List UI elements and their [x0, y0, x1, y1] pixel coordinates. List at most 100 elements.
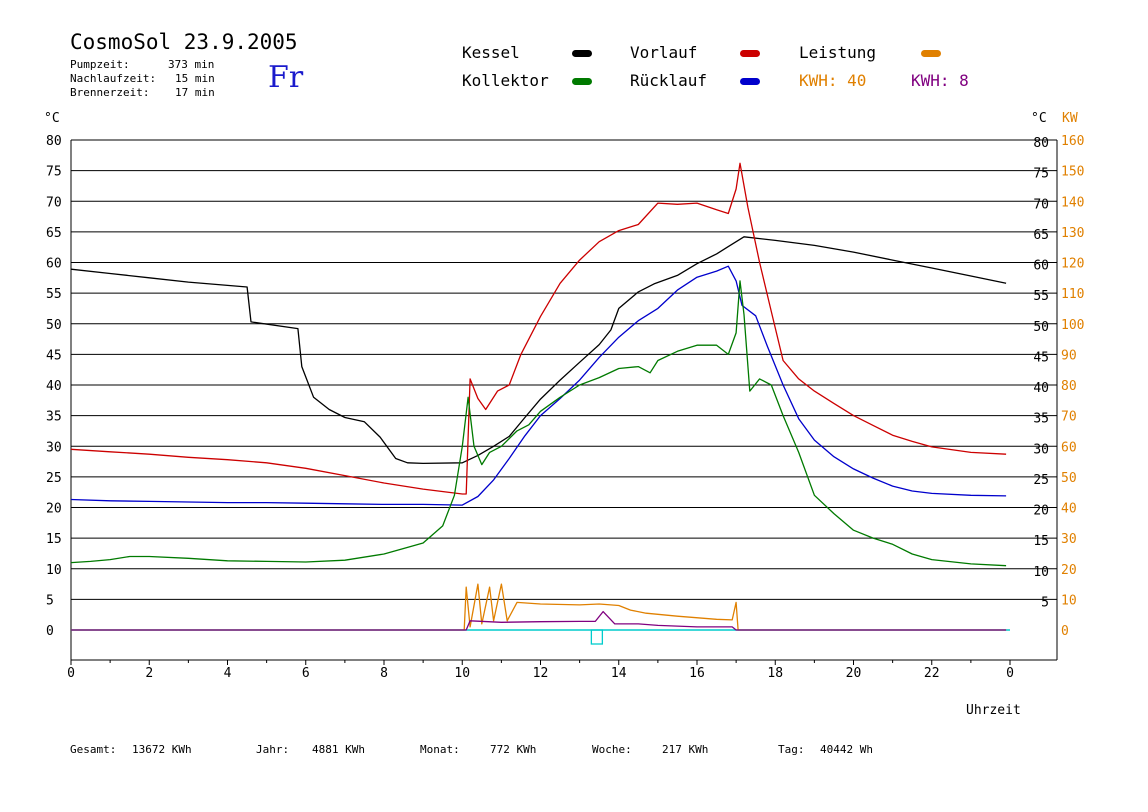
x-tick: 20 — [846, 666, 862, 681]
x-tick: 6 — [302, 666, 310, 681]
legend-ruecklauf: Rücklauf — [630, 71, 708, 90]
series-line — [70, 236, 1007, 465]
right-axis-unit-temp: °C — [1031, 111, 1047, 126]
x-tick: 12 — [533, 666, 549, 681]
y-tick-left: 40 — [46, 379, 62, 394]
x-tick: 10 — [454, 666, 470, 681]
x-tick: 2 — [145, 666, 153, 681]
y-tick-right-power: 10 — [1061, 593, 1077, 608]
series-line — [70, 265, 1007, 506]
x-tick: 0 — [1006, 666, 1014, 681]
x-axis-label: Uhrzeit — [966, 703, 1021, 718]
x-tick: 16 — [689, 666, 705, 681]
y-tick-right-temp: 30 — [1033, 442, 1049, 457]
y-tick-right-temp: 25 — [1033, 473, 1049, 488]
y-tick-right-temp: 35 — [1033, 412, 1049, 427]
axis-ticks: 0510152025303540455055606570758051015202… — [46, 134, 1084, 681]
y-tick-right-power: 0 — [1061, 624, 1069, 639]
y-tick-right-power: 70 — [1061, 410, 1077, 425]
y-tick-right-power: 120 — [1061, 257, 1084, 272]
x-tick: 0 — [67, 666, 75, 681]
y-tick-left: 50 — [46, 318, 62, 333]
y-tick-right-power: 40 — [1061, 502, 1077, 517]
y-tick-right-power: 30 — [1061, 532, 1077, 547]
legend-kwh-orange: KWH: 40 — [799, 71, 867, 90]
y-tick-right-temp: 45 — [1033, 350, 1049, 365]
burner-time-label: Brennerzeit: — [70, 86, 150, 99]
x-tick: 22 — [924, 666, 940, 681]
burner-time-value: 17 min — [175, 86, 215, 99]
y-tick-left: 25 — [46, 471, 62, 486]
series-line — [70, 162, 1007, 495]
footer-year-value: 4881 KWh — [312, 743, 365, 756]
x-tick: 14 — [611, 666, 627, 681]
y-tick-right-power: 160 — [1061, 134, 1084, 149]
y-tick-left: 30 — [46, 440, 62, 455]
y-tick-left: 45 — [46, 348, 62, 363]
right-axis-unit-power: KW — [1062, 111, 1078, 126]
y-tick-left: 15 — [46, 532, 62, 547]
legend-kessel-swatch — [572, 50, 592, 57]
footer-month-label: Monat: — [420, 743, 460, 756]
legend-vorlauf: Vorlauf — [630, 43, 698, 62]
footer-day-value: 40442 Wh — [820, 743, 873, 756]
y-tick-left: 10 — [46, 563, 62, 578]
overrun-time-value: 15 min — [175, 72, 215, 85]
footer-day-label: Tag: — [778, 743, 805, 756]
y-tick-right-power: 80 — [1061, 379, 1077, 394]
legend-leistung-swatch — [921, 50, 941, 57]
footer-week-value: 217 KWh — [662, 743, 709, 756]
y-tick-right-temp: 50 — [1033, 320, 1049, 335]
y-tick-right-temp: 5 — [1041, 595, 1049, 610]
left-axis-unit: °C — [44, 111, 60, 126]
y-tick-left: 70 — [46, 195, 62, 210]
footer-total-label: Gesamt: — [70, 743, 117, 756]
chart-title: CosmoSol 23.9.2005 — [70, 30, 298, 54]
pump-time-label: Pumpzeit: — [70, 58, 130, 71]
y-tick-right-power: 130 — [1061, 226, 1084, 241]
y-tick-left: 35 — [46, 410, 62, 425]
x-tick: 18 — [767, 666, 783, 681]
y-tick-right-temp: 65 — [1033, 228, 1049, 243]
y-tick-right-power: 20 — [1061, 563, 1077, 578]
legend-kollektor: Kollektor — [462, 71, 549, 90]
footer-year-label: Jahr: — [256, 743, 290, 756]
series-line — [70, 280, 1007, 567]
y-tick-right-power: 150 — [1061, 165, 1084, 180]
pump-time-value: 373 min — [168, 58, 215, 71]
footer-month-value: 772 KWh — [490, 743, 537, 756]
y-tick-right-temp: 80 — [1033, 136, 1049, 151]
y-tick-right-temp: 55 — [1033, 289, 1049, 304]
series-lines — [70, 162, 1010, 645]
y-tick-right-temp: 10 — [1033, 565, 1049, 580]
y-tick-right-temp: 75 — [1033, 167, 1049, 182]
y-tick-left: 75 — [46, 165, 62, 180]
legend-leistung: Leistung — [799, 43, 877, 62]
overrun-time-label: Nachlaufzeit: — [70, 72, 157, 85]
y-tick-right-temp: 60 — [1033, 259, 1049, 274]
y-tick-right-temp: 70 — [1033, 197, 1049, 212]
footer-total-value: 13672 KWh — [132, 743, 192, 756]
legend-vorlauf-swatch — [740, 50, 760, 57]
x-tick: 8 — [380, 666, 388, 681]
legend-ruecklauf-swatch — [740, 78, 760, 85]
marker-box — [590, 629, 604, 645]
grid-lines — [70, 139, 1058, 661]
y-tick-left: 60 — [46, 257, 62, 272]
y-tick-right-power: 50 — [1061, 471, 1077, 486]
legend-kollektor-swatch — [572, 78, 592, 85]
series-line — [71, 583, 1007, 631]
legend-kwh-purple: KWH: 8 — [911, 71, 969, 90]
footer-week-label: Woche: — [592, 743, 632, 756]
y-tick-right-temp: 20 — [1033, 504, 1049, 519]
y-tick-left: 65 — [46, 226, 62, 241]
y-tick-right-temp: 15 — [1033, 534, 1049, 549]
y-tick-right-power: 60 — [1061, 440, 1077, 455]
y-tick-right-power: 110 — [1061, 287, 1084, 302]
y-tick-left: 0 — [46, 624, 54, 639]
y-tick-left: 5 — [46, 593, 54, 608]
y-tick-right-power: 100 — [1061, 318, 1084, 333]
series-line — [71, 610, 1007, 631]
y-tick-left: 20 — [46, 502, 62, 517]
